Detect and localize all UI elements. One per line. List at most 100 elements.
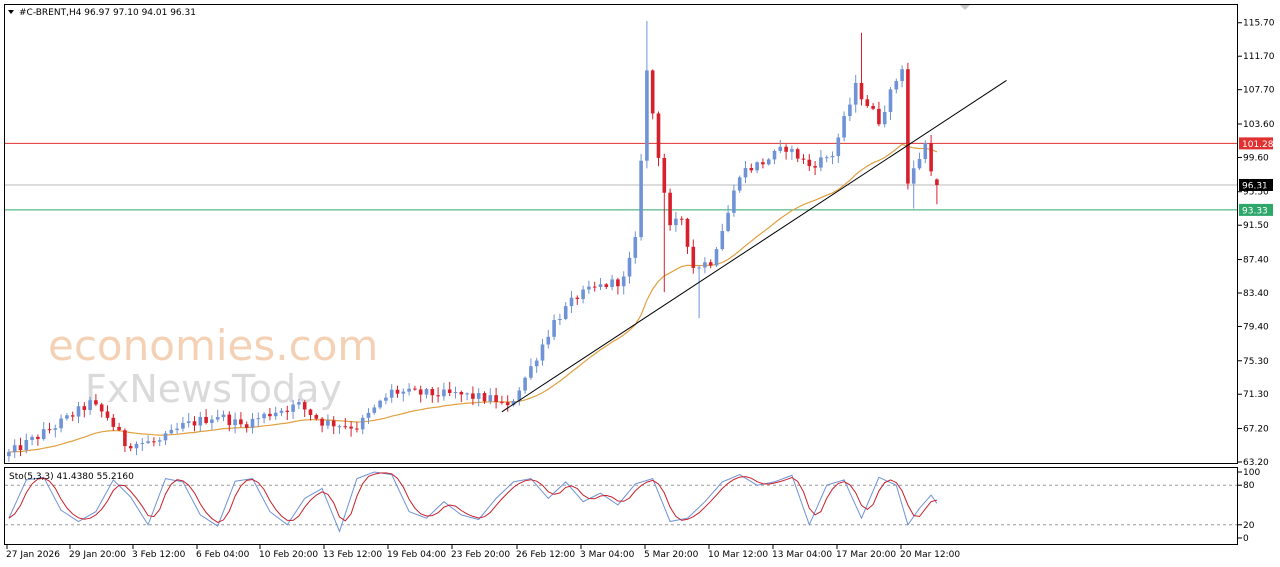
bearish-candle[interactable]	[343, 426, 348, 428]
bullish-candle[interactable]	[453, 392, 458, 394]
bullish-candle[interactable]	[65, 415, 69, 419]
bearish-candle[interactable]	[505, 402, 510, 406]
bullish-candle[interactable]	[517, 390, 522, 401]
bullish-candle[interactable]	[923, 143, 928, 159]
bearish-candle[interactable]	[117, 426, 121, 431]
bearish-candle[interactable]	[813, 166, 817, 168]
bearish-candle[interactable]	[859, 82, 864, 100]
bearish-candle[interactable]	[349, 426, 353, 429]
bullish-candle[interactable]	[273, 412, 278, 417]
bearish-candle[interactable]	[761, 162, 765, 165]
bullish-candle[interactable]	[407, 388, 411, 392]
bearish-candle[interactable]	[807, 159, 812, 167]
bullish-candle[interactable]	[157, 440, 162, 442]
bearish-candle[interactable]	[436, 395, 440, 397]
bullish-candle[interactable]	[53, 428, 58, 430]
bullish-candle[interactable]	[59, 418, 63, 429]
bullish-candle[interactable]	[737, 177, 742, 191]
bullish-candle[interactable]	[169, 429, 174, 434]
bullish-candle[interactable]	[534, 360, 539, 367]
bearish-candle[interactable]	[152, 441, 156, 443]
bullish-candle[interactable]	[848, 104, 852, 116]
bearish-candle[interactable]	[906, 69, 910, 184]
bearish-candle[interactable]	[604, 284, 609, 288]
bearish-candle[interactable]	[36, 436, 40, 440]
bearish-candle[interactable]	[268, 413, 272, 417]
bearish-candle[interactable]	[471, 393, 475, 399]
bearish-candle[interactable]	[111, 417, 116, 427]
bullish-candle[interactable]	[523, 377, 527, 391]
bullish-candle[interactable]	[476, 393, 481, 399]
bearish-candle[interactable]	[308, 409, 313, 416]
bearish-candle[interactable]	[459, 392, 464, 395]
bearish-candle[interactable]	[575, 297, 580, 299]
bearish-candle[interactable]	[749, 168, 754, 171]
bearish-candle[interactable]	[99, 404, 104, 412]
bearish-candle[interactable]	[331, 420, 336, 427]
bearish-candle[interactable]	[662, 157, 667, 193]
bullish-candle[interactable]	[326, 420, 330, 426]
bearish-candle[interactable]	[679, 218, 684, 220]
bullish-candle[interactable]	[790, 149, 794, 152]
bullish-candle[interactable]	[262, 413, 266, 419]
bullish-candle[interactable]	[598, 284, 603, 287]
bullish-candle[interactable]	[401, 391, 406, 394]
bearish-candle[interactable]	[447, 389, 452, 393]
bearish-candle[interactable]	[239, 419, 243, 425]
bullish-candle[interactable]	[772, 150, 777, 160]
bullish-candle[interactable]	[210, 419, 214, 423]
bullish-candle[interactable]	[778, 146, 783, 151]
bearish-candle[interactable]	[47, 429, 52, 431]
bearish-candle[interactable]	[929, 143, 933, 172]
bullish-candle[interactable]	[12, 445, 17, 453]
bullish-candle[interactable]	[639, 160, 643, 238]
bullish-candle[interactable]	[360, 417, 365, 430]
bearish-candle[interactable]	[616, 279, 620, 287]
bullish-candle[interactable]	[511, 400, 516, 406]
bearish-candle[interactable]	[685, 218, 690, 247]
bullish-candle[interactable]	[911, 168, 916, 184]
bullish-candle[interactable]	[24, 439, 29, 451]
bullish-candle[interactable]	[175, 428, 179, 430]
bearish-candle[interactable]	[418, 389, 423, 395]
bearish-candle[interactable]	[592, 286, 597, 288]
bearish-candle[interactable]	[865, 99, 870, 106]
bearish-candle[interactable]	[227, 414, 232, 426]
bullish-candle[interactable]	[546, 336, 551, 345]
bullish-candle[interactable]	[250, 418, 255, 428]
bearish-candle[interactable]	[302, 402, 307, 410]
bullish-candle[interactable]	[882, 111, 887, 125]
bearish-candle[interactable]	[691, 246, 696, 268]
bullish-candle[interactable]	[7, 452, 11, 457]
bearish-candle[interactable]	[18, 445, 23, 451]
bullish-candle[interactable]	[674, 218, 678, 226]
shift-marker-icon[interactable]	[960, 5, 970, 10]
bullish-candle[interactable]	[424, 389, 429, 395]
bullish-candle[interactable]	[645, 70, 649, 161]
bullish-candle[interactable]	[221, 414, 226, 418]
bullish-candle[interactable]	[563, 306, 568, 320]
stoch-main-line[interactable]	[8, 471, 938, 533]
bearish-candle[interactable]	[801, 158, 806, 160]
bullish-candle[interactable]	[732, 190, 736, 213]
bullish-candle[interactable]	[297, 402, 301, 405]
bullish-candle[interactable]	[755, 162, 759, 171]
bullish-candle[interactable]	[836, 137, 841, 156]
bearish-candle[interactable]	[314, 415, 319, 419]
bearish-candle[interactable]	[82, 406, 87, 410]
bearish-candle[interactable]	[494, 395, 498, 402]
bullish-candle[interactable]	[442, 389, 446, 397]
bullish-candle[interactable]	[337, 426, 342, 428]
bullish-candle[interactable]	[134, 443, 139, 449]
bullish-candle[interactable]	[488, 395, 493, 402]
bullish-candle[interactable]	[830, 155, 835, 158]
bearish-candle[interactable]	[128, 446, 133, 449]
bullish-candle[interactable]	[256, 418, 261, 420]
bullish-candle[interactable]	[181, 422, 185, 429]
bullish-candle[interactable]	[569, 297, 574, 307]
bullish-candle[interactable]	[389, 389, 394, 398]
bullish-candle[interactable]	[720, 231, 725, 250]
bullish-candle[interactable]	[540, 344, 545, 361]
bullish-candle[interactable]	[726, 212, 730, 232]
